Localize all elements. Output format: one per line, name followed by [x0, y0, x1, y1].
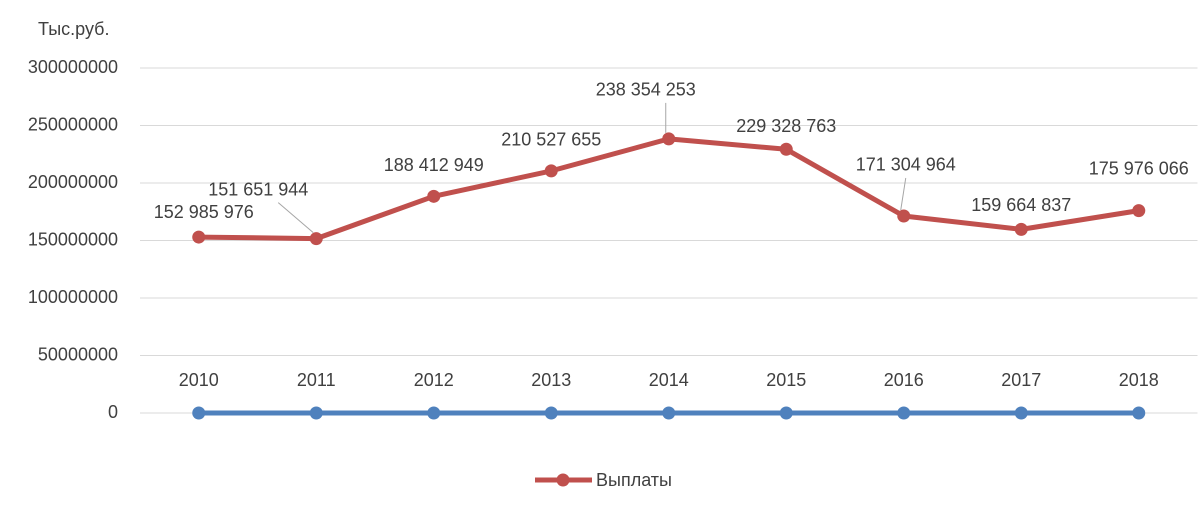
x-tick-label: 2012	[414, 370, 454, 390]
y-unit-label: Тыс.руб.	[38, 19, 109, 39]
y-tick-label: 50000000	[38, 344, 118, 364]
data-label: 229 328 763	[736, 116, 836, 136]
data-point	[662, 132, 676, 146]
leader-line	[277, 202, 314, 233]
data-point	[662, 406, 676, 420]
x-tick-label: 2015	[766, 370, 806, 390]
y-tick-label: 250000000	[28, 114, 118, 134]
y-tick-label: 0	[108, 402, 118, 422]
data-point	[1014, 222, 1028, 236]
data-point	[1014, 406, 1028, 420]
data-point	[544, 164, 558, 178]
data-label: 152 985 976	[154, 202, 254, 222]
legend-label: Выплаты	[596, 470, 672, 490]
x-tick-label: 2011	[297, 370, 336, 390]
data-point	[897, 406, 911, 420]
y-tick-label: 200000000	[28, 172, 118, 192]
y-tick-label: 150000000	[28, 229, 118, 249]
y-tick-label: 100000000	[28, 287, 118, 307]
legend-marker	[556, 473, 570, 487]
data-label: 175 976 066	[1089, 158, 1189, 178]
data-point	[779, 142, 793, 156]
data-label: 151 651 944	[208, 179, 308, 199]
data-point	[427, 406, 441, 420]
data-point	[192, 406, 206, 420]
x-tick-label: 2014	[649, 370, 689, 390]
data-point	[544, 406, 558, 420]
data-point	[309, 232, 323, 246]
data-label: 238 354 253	[596, 80, 696, 100]
x-tick-label: 2016	[884, 370, 924, 390]
x-tick-label: 2018	[1119, 370, 1159, 390]
data-point	[1132, 204, 1146, 218]
data-point	[427, 189, 441, 203]
data-label: 171 304 964	[856, 155, 956, 175]
x-tick-label: 2017	[1001, 370, 1041, 390]
data-point	[309, 406, 323, 420]
data-point	[897, 209, 911, 223]
x-tick-label: 2010	[179, 370, 219, 390]
data-point	[192, 230, 206, 244]
leader-line	[900, 177, 907, 211]
data-label: 210 527 655	[501, 130, 601, 150]
data-point	[779, 406, 793, 420]
data-label: 188 412 949	[384, 155, 484, 175]
data-label: 159 664 837	[971, 195, 1071, 215]
y-tick-label: 300000000	[28, 57, 118, 77]
series-line	[198, 136, 1140, 242]
x-tick-label: 2013	[531, 370, 571, 390]
data-point	[1132, 406, 1146, 420]
